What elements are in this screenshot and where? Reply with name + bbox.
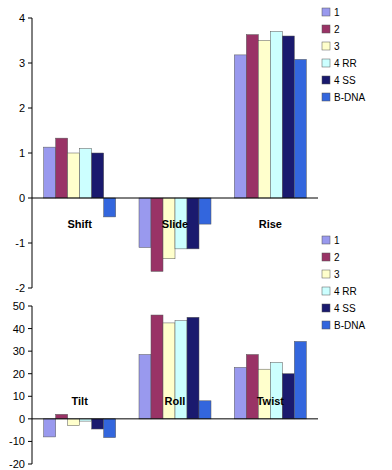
bar	[294, 341, 306, 418]
legend-swatch	[322, 59, 330, 67]
x-axis	[32, 418, 318, 419]
bar	[234, 55, 246, 198]
y-tick-label: 2	[19, 102, 25, 114]
category-label: Tilt	[72, 395, 89, 407]
legend-swatch	[322, 287, 330, 295]
y-tick	[28, 373, 32, 374]
legend-swatch	[322, 304, 330, 312]
legend-label: 4 SS	[334, 75, 356, 86]
legend-label: B-DNA	[334, 92, 365, 103]
bar	[104, 198, 116, 217]
bar	[258, 41, 270, 199]
y-tick	[28, 441, 32, 442]
y-tick	[28, 418, 32, 419]
legend-swatch	[322, 236, 330, 244]
legend-label: 4 RR	[334, 58, 357, 69]
legend-swatch	[322, 42, 330, 50]
legend-swatch	[322, 93, 330, 101]
chart-1: -20 -10 0 10 20 30 40 50 Tilt Roll Twist 1 2 3 4 RR 4 S…	[9, 235, 365, 470]
y-tick	[28, 328, 32, 329]
bar	[234, 367, 246, 418]
bar	[199, 401, 211, 419]
chart-0: -2 -1 0 1 2 3 4 Shift Slide Rise 1 2 3 4 RR 4 SS B-DNA	[15, 7, 365, 294]
bar	[44, 147, 56, 198]
bar	[246, 355, 258, 419]
legend-label: 2	[334, 252, 340, 263]
x-axis	[32, 198, 318, 199]
y-tick	[28, 464, 32, 465]
legend-label: 3	[334, 269, 340, 280]
bar	[92, 419, 104, 429]
bar	[151, 198, 163, 271]
y-axis	[32, 306, 33, 464]
legend-label: 1	[334, 235, 340, 246]
bar	[151, 315, 163, 419]
y-tick-label: 30	[13, 345, 25, 357]
category-label: Shift	[67, 218, 92, 230]
legend-label: 1	[334, 7, 340, 18]
bar	[270, 362, 282, 418]
bar	[80, 149, 92, 199]
y-tick-label: 3	[19, 57, 25, 69]
y-tick-label: -2	[15, 282, 25, 294]
bar	[68, 419, 80, 426]
y-tick	[28, 243, 32, 244]
legend-label: 4 RR	[334, 286, 357, 297]
legend-swatch	[322, 8, 330, 16]
y-tick	[28, 108, 32, 109]
legend-label: 3	[334, 41, 340, 52]
category-label: Roll	[165, 395, 186, 407]
bar	[139, 355, 151, 419]
bar	[92, 153, 104, 198]
y-tick-label: 10	[13, 390, 25, 402]
bar	[187, 317, 199, 419]
y-tick	[28, 288, 32, 289]
bar	[187, 198, 199, 249]
y-tick-label: 40	[13, 323, 25, 335]
legend-swatch	[322, 321, 330, 329]
category-label: Slide	[162, 218, 188, 230]
y-tick-label: 20	[13, 368, 25, 380]
y-tick-label: 1	[19, 147, 25, 159]
legend-label: 2	[334, 24, 340, 35]
bar	[282, 36, 294, 198]
legend-swatch	[322, 270, 330, 278]
y-tick-label: 0	[19, 192, 25, 204]
y-tick	[28, 198, 32, 199]
bar	[246, 35, 258, 198]
y-tick-label: 4	[19, 12, 25, 24]
bar	[294, 59, 306, 198]
bar	[56, 414, 68, 419]
bar	[44, 419, 56, 437]
bar	[199, 198, 211, 224]
y-tick-label: -10	[9, 435, 25, 447]
y-tick-label: 50	[13, 300, 25, 312]
legend-swatch	[322, 76, 330, 84]
category-label: Rise	[259, 218, 282, 230]
y-tick	[28, 351, 32, 352]
legend-swatch	[322, 25, 330, 33]
legend-label: 4 SS	[334, 303, 356, 314]
y-tick	[28, 396, 32, 397]
y-tick	[28, 18, 32, 19]
bar	[68, 153, 80, 198]
y-tick	[28, 153, 32, 154]
chart-root: -2-101234ShiftSlideRise1234 RR4 SSB-DNA-…	[0, 0, 392, 470]
y-tick	[28, 306, 32, 307]
y-tick-label: 0	[19, 413, 25, 425]
category-label: Twist	[257, 395, 285, 407]
bar	[56, 138, 68, 198]
bar	[139, 198, 151, 248]
bar	[104, 419, 116, 438]
legend-label: B-DNA	[334, 320, 365, 331]
bars	[44, 32, 307, 272]
y-tick	[28, 63, 32, 64]
bar	[270, 32, 282, 199]
y-tick-label: -1	[15, 237, 25, 249]
legend-swatch	[322, 253, 330, 261]
y-tick-label: -20	[9, 458, 25, 470]
bar	[282, 374, 294, 419]
